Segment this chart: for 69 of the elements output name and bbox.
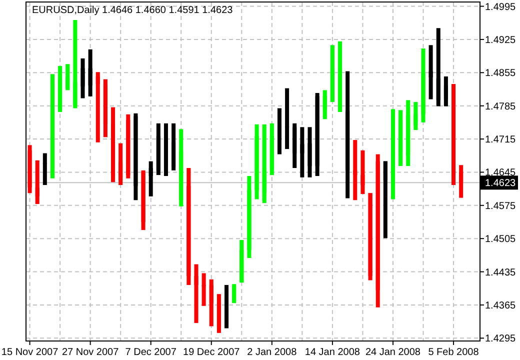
candlestick <box>406 100 410 166</box>
candlestick <box>96 72 100 142</box>
y-tick-label: 1.4435 <box>485 267 516 278</box>
candlestick <box>103 79 108 138</box>
x-tick-label: 19 Dec 2007 <box>183 347 240 358</box>
candlestick <box>148 161 153 196</box>
candlestick <box>28 145 32 194</box>
y-tick-label: 1.4855 <box>485 68 516 80</box>
candlestick <box>118 143 123 186</box>
x-tick-label: 24 Jan 2008 <box>365 347 421 358</box>
candlestick <box>436 28 440 106</box>
candlestick <box>66 64 70 90</box>
y-tick-label: 1.4575 <box>485 200 516 212</box>
candlestick <box>80 58 85 98</box>
candlestick <box>308 127 312 178</box>
candlestick <box>232 284 236 304</box>
candlestick <box>360 150 365 194</box>
x-tick-label: 7 Dec 2007 <box>125 347 177 358</box>
candlestick <box>216 294 221 333</box>
candlestick <box>270 123 274 176</box>
candlestick <box>459 165 464 198</box>
candlestick <box>172 123 176 170</box>
candlestick <box>444 76 448 106</box>
candlestick <box>390 109 395 200</box>
candlestick <box>346 71 350 198</box>
chart-title: EURUSD,Daily 1.4646 1.4660 1.4591 1.4623 <box>32 5 234 16</box>
y-tick-label: 1.4995 <box>485 2 516 13</box>
candlestick <box>194 264 198 323</box>
candlestick <box>164 123 168 176</box>
y-tick-label: 1.4295 <box>485 334 516 345</box>
x-tick-label: 14 Jan 2008 <box>304 347 360 358</box>
candlestick <box>428 45 433 100</box>
candlestick <box>421 48 426 122</box>
candlestick <box>240 240 244 283</box>
candlestick <box>262 124 266 204</box>
candlestick <box>330 45 334 102</box>
x-tick-label: 27 Nov 2007 <box>62 347 120 358</box>
candlestick <box>277 108 282 154</box>
candlestick <box>224 285 229 328</box>
candlestick <box>58 66 62 112</box>
x-tick-label: 15 Nov 2007 <box>1 347 59 358</box>
candlestick <box>247 176 252 258</box>
candlestick <box>111 107 116 182</box>
candlestick <box>383 161 388 238</box>
candlestick <box>285 88 290 149</box>
candlestick <box>338 41 342 112</box>
candlestick <box>209 279 214 326</box>
candlestick <box>414 102 418 130</box>
candlestick <box>292 123 297 168</box>
y-tick-label: 1.4715 <box>485 134 516 146</box>
candlestick <box>156 123 160 176</box>
y-tick-label: 1.4505 <box>485 234 516 246</box>
y-tick-label: 1.4365 <box>485 300 516 312</box>
x-tick-label: 5 Feb 2008 <box>428 347 480 358</box>
candlestick <box>322 90 327 120</box>
y-tick-label: 1.4925 <box>485 34 516 46</box>
candlestick <box>202 273 206 306</box>
candlestick <box>35 160 40 204</box>
candlestick <box>73 20 78 108</box>
candlestick <box>88 49 92 96</box>
y-tick-label: 1.4785 <box>485 101 516 112</box>
candlestick <box>42 153 47 186</box>
ref-line-label: 1.4623 <box>485 178 516 190</box>
candlestick <box>254 124 259 200</box>
candlestick <box>300 127 304 178</box>
x-tick-label: 2 Jan 2008 <box>247 347 298 358</box>
candlestick <box>353 140 358 200</box>
candlestick <box>398 110 403 166</box>
candlestick <box>179 129 184 206</box>
